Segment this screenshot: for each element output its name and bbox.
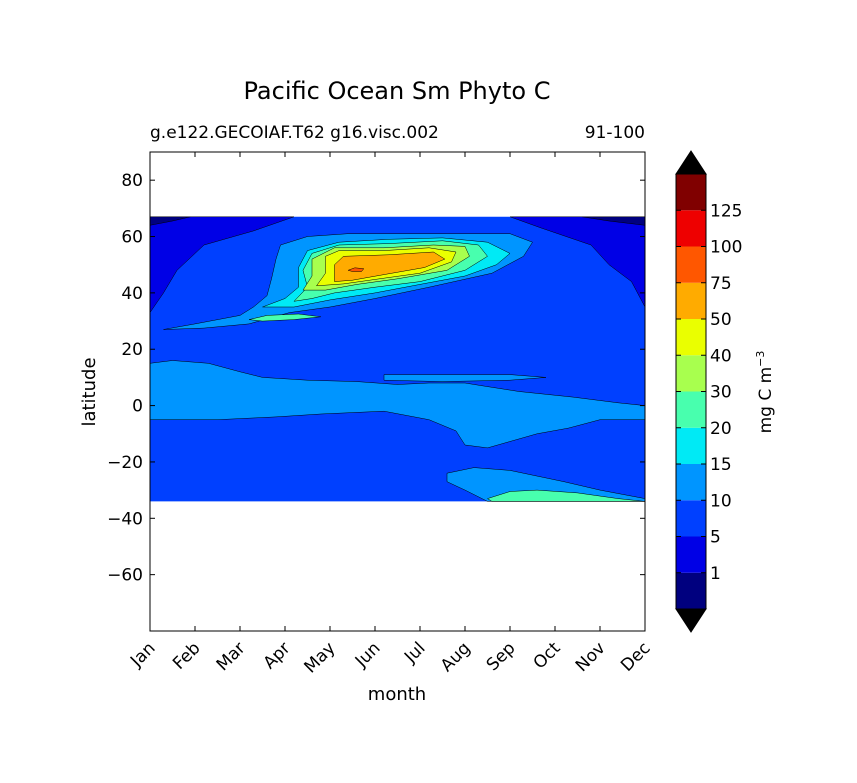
colorbar-tick-label: 125 <box>710 201 742 221</box>
contour-layer <box>149 216 646 502</box>
colorbar-segment <box>676 391 706 428</box>
y-tick-label: 80 <box>121 171 143 191</box>
plot-area: 80 60 40 20 0 −20 −40 −60 Jan Feb Mar Apr May Jun Jul… <box>107 151 655 677</box>
x-tick-label: Dec <box>617 638 654 675</box>
y-axis-label: latitude <box>79 357 100 426</box>
x-tick-label: Aug <box>437 638 475 676</box>
colorbar-segment <box>676 282 706 319</box>
x-tick-label: Sep <box>483 638 520 675</box>
x-tick-label: Oct <box>530 638 565 673</box>
colorbar-segment <box>676 572 706 609</box>
colorbar-tick-label: 40 <box>710 346 732 366</box>
x-tick-label: Nov <box>572 638 610 676</box>
x-tick-label: Jan <box>126 638 159 671</box>
x-axis-label: month <box>368 684 426 705</box>
x-tick-label: Mar <box>213 638 250 675</box>
y-tick-label: −40 <box>107 509 143 529</box>
colorbar-label-exponent: −3 <box>754 351 767 367</box>
colorbar-tick-label: 75 <box>710 274 732 294</box>
colorbar-extend-min <box>675 608 707 633</box>
contour-10-15-upper-band <box>383 374 547 382</box>
colorbar-tick-label: 20 <box>710 419 732 439</box>
colorbar-tick-label: 1 <box>710 564 721 584</box>
chart-subtitle-right: 91-100 <box>585 123 645 143</box>
colorbar-segment <box>676 427 706 464</box>
x-tick-label: Jul <box>400 638 429 667</box>
contour-1-5-west <box>149 216 295 313</box>
colorbar-extend-max <box>675 150 707 175</box>
colorbar-tick-label: 10 <box>710 491 732 511</box>
colorbar-segment <box>676 210 706 247</box>
colorbar-segment <box>676 246 706 283</box>
colorbar-tick-label: 100 <box>710 238 742 258</box>
x-tick-label: Apr <box>260 638 295 673</box>
plot-frame <box>149 151 646 632</box>
colorbar-tick-label: 5 <box>710 528 721 548</box>
colorbar-segment <box>676 536 706 573</box>
colorbar-segment <box>676 464 706 501</box>
y-tick-label: 60 <box>121 228 143 248</box>
chart-title: Pacific Ocean Sm Phyto C <box>244 77 551 105</box>
y-tick-label: 20 <box>121 340 143 360</box>
colorbar-tick-label: 30 <box>710 383 732 403</box>
contour-50-75 <box>334 251 446 282</box>
contour-20-30-patch <box>248 313 322 322</box>
contour-20-30-south <box>487 489 646 502</box>
contour-75-100 <box>347 267 365 272</box>
contour-1-5-east <box>509 216 646 308</box>
colorbar-label: mg C m−3 <box>754 351 776 434</box>
colorbar-segment <box>676 319 706 356</box>
y-axis-ticks: 80 60 40 20 0 −20 −40 −60 <box>107 171 645 586</box>
y-tick-label: 0 <box>132 397 143 417</box>
chart-subtitle-left: g.e122.GECOIAF.T62 g16.visc.002 <box>150 123 439 143</box>
colorbar-tick-label: 15 <box>710 455 732 475</box>
y-tick-label: −60 <box>107 566 143 586</box>
colorbar-segment <box>676 355 706 392</box>
y-tick-label: −20 <box>107 453 143 473</box>
y-tick-label: 40 <box>121 284 143 304</box>
x-tick-label: Jun <box>351 638 385 672</box>
x-tick-label: May <box>301 638 340 677</box>
colorbar-segment <box>676 500 706 537</box>
x-tick-label: Feb <box>169 638 204 673</box>
colorbar-tick-label: 50 <box>710 310 732 330</box>
colorbar-segment <box>676 174 706 211</box>
